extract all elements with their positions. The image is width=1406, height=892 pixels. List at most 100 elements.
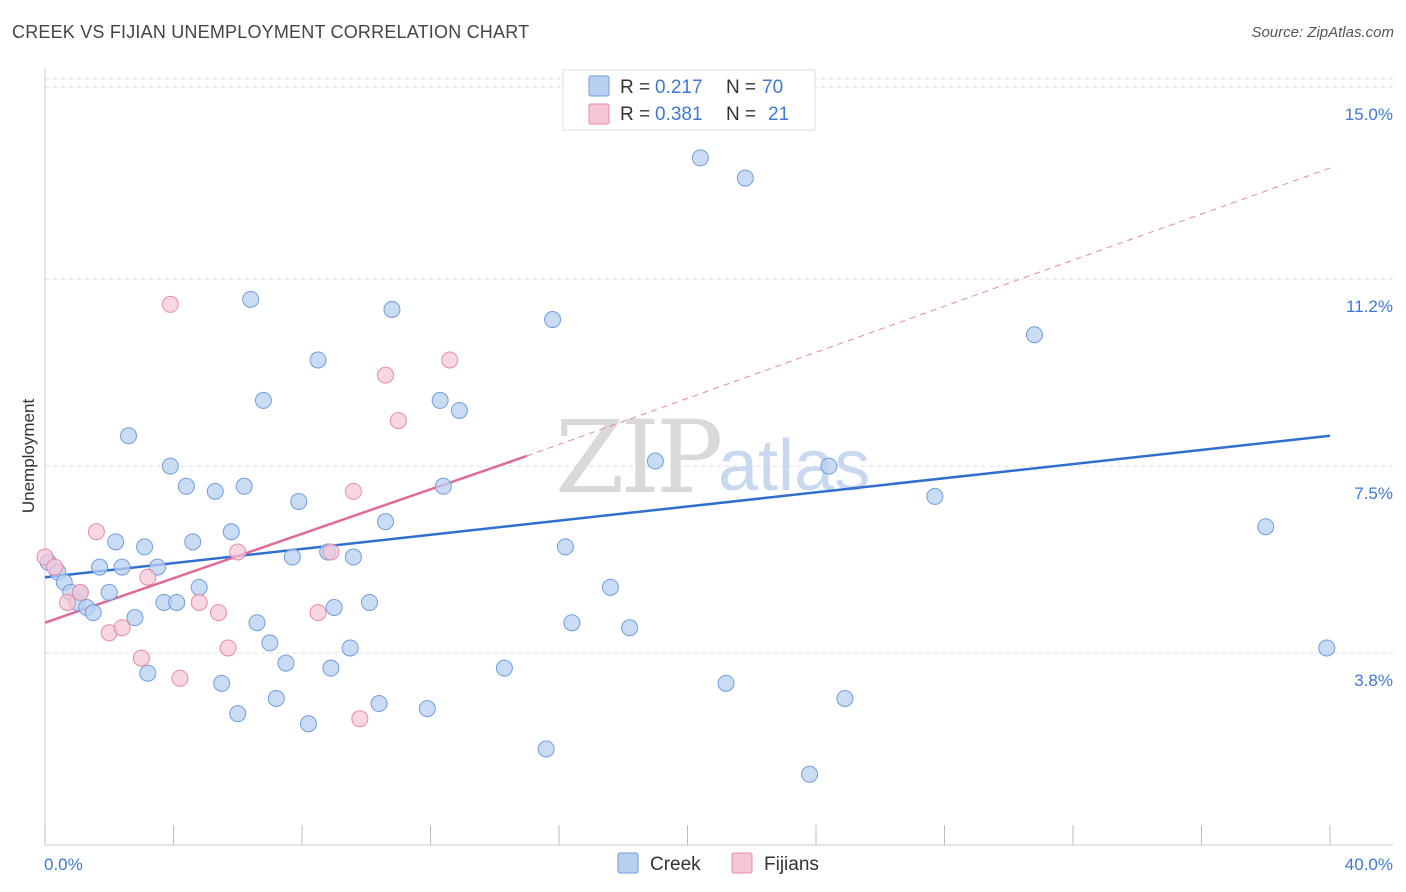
data-points — [36, 78, 1336, 783]
creek-point — [418, 700, 436, 718]
creek-point — [267, 689, 285, 707]
creek-point — [242, 290, 260, 308]
creek-point — [229, 705, 247, 723]
fijians-point — [46, 558, 64, 576]
creek-point — [691, 149, 709, 167]
chart-title: CREEK VS FIJIAN UNEMPLOYMENT CORRELATION… — [12, 22, 530, 42]
bottom-legend-creek-label: Creek — [650, 854, 701, 875]
creek-point — [434, 477, 452, 495]
bottom-legend-fijians-swatch — [731, 852, 753, 874]
fijians-point — [322, 543, 340, 561]
fijians-point — [132, 649, 150, 667]
legend-fijians-r-value: 0.381 — [655, 104, 703, 125]
creek-point — [544, 311, 562, 329]
creek-point — [126, 609, 144, 627]
creek-point — [736, 169, 754, 187]
fijians-point — [229, 543, 247, 561]
creek-point — [344, 548, 362, 566]
correlation-legend: R = 0.217 N = 70 R = 0.381 N = 21 — [562, 69, 816, 131]
creek-point — [341, 639, 359, 657]
legend-fijians-n-label: N = — [726, 104, 756, 125]
creek-point — [161, 457, 179, 475]
creek-point — [377, 513, 395, 531]
creek-point — [801, 765, 819, 783]
creek-point — [136, 538, 154, 556]
creek-point — [836, 689, 854, 707]
creek-point — [190, 578, 208, 596]
creek-point — [113, 558, 131, 576]
creek-point — [926, 487, 944, 505]
fijians-point — [219, 639, 237, 657]
fijians-point — [309, 604, 327, 622]
fijians-point — [87, 523, 105, 541]
creek-point — [120, 427, 138, 445]
legend-fijians-swatch — [588, 103, 610, 125]
y-tick-labels: 3.8% 7.5% 11.2% 15.0% — [1345, 105, 1393, 690]
creek-point — [283, 548, 301, 566]
x-tick-labels: 0.0% 40.0% — [44, 855, 1393, 874]
creek-trend-line — [44, 434, 1331, 579]
creek-point — [290, 492, 308, 510]
creek-point — [235, 477, 253, 495]
creek-point — [646, 452, 664, 470]
fijians-point — [113, 619, 131, 637]
creek-point — [222, 523, 240, 541]
legend-creek-n-label: N = — [726, 77, 756, 98]
fijians-point — [377, 366, 395, 384]
legend-creek-r-value: 0.217 — [655, 77, 703, 98]
legend-creek-swatch — [588, 75, 610, 97]
creek-point — [1318, 639, 1336, 657]
creek-point — [299, 715, 317, 733]
creek-point — [261, 634, 279, 652]
creek-point — [556, 538, 574, 556]
source-label: Source: ZipAtlas.com — [1251, 24, 1394, 41]
x-tick-label-min: 0.0% — [44, 855, 83, 874]
fijians-point — [161, 295, 179, 313]
creek-point — [206, 482, 224, 500]
legend-fijians-n-value: 21 — [768, 104, 789, 125]
legend-fijians-r-label: R = — [620, 104, 650, 125]
x-tick-label-max: 40.0% — [1345, 855, 1393, 874]
watermark-atlas: atlas — [718, 426, 870, 506]
y-tick-label: 15.0% — [1345, 105, 1393, 124]
fijians-point — [139, 568, 157, 586]
creek-point — [107, 533, 125, 551]
creek-point — [820, 457, 838, 475]
watermark: ZIP atlas — [555, 399, 870, 516]
creek-point — [309, 351, 327, 369]
creek-point — [91, 558, 109, 576]
series-legend: Creek Fijians — [617, 852, 819, 875]
fijians-point — [58, 593, 76, 611]
creek-point — [495, 659, 513, 677]
creek-point — [277, 654, 295, 672]
creek-point — [360, 593, 378, 611]
fijians-point — [389, 412, 407, 430]
creek-point — [139, 664, 157, 682]
creek-point — [177, 477, 195, 495]
creek-point — [325, 599, 343, 617]
creek-point — [84, 604, 102, 622]
fijians-point — [190, 593, 208, 611]
bottom-legend-creek-swatch — [617, 852, 639, 874]
creek-point — [213, 674, 231, 692]
y-tick-label: 3.8% — [1354, 671, 1393, 690]
creek-point — [254, 391, 272, 409]
creek-point — [370, 695, 388, 713]
creek-point — [601, 578, 619, 596]
creek-point — [431, 391, 449, 409]
creek-point — [248, 614, 266, 632]
fijians-point — [171, 669, 189, 687]
creek-point — [184, 533, 202, 551]
axes — [44, 68, 1393, 846]
y-tick-label: 7.5% — [1354, 484, 1393, 503]
y-tick-label: 11.2% — [1346, 297, 1393, 316]
creek-point — [322, 659, 340, 677]
creek-point — [563, 614, 581, 632]
creek-point — [100, 583, 118, 601]
fijians-point — [441, 351, 459, 369]
fijians-point — [209, 604, 227, 622]
legend-creek-n-value: 70 — [762, 77, 783, 98]
creek-point — [1025, 326, 1043, 344]
fijians-trend-line-extension — [526, 167, 1331, 457]
creek-point — [621, 619, 639, 637]
